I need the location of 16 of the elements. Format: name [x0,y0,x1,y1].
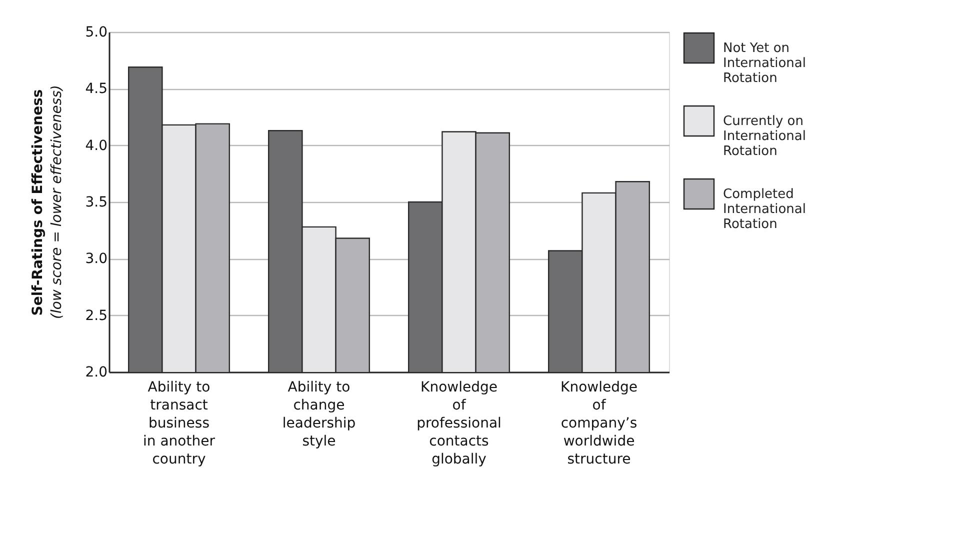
x-tick-label: Ability to transact business in another country [143,380,216,468]
x-tick-label: Ability to change leadership style [282,380,356,450]
y-tick-label: 2.5 [85,308,108,324]
x-tick-label: Knowledge of professional contacts globally [416,380,502,468]
y-tick-label: 3.5 [85,194,108,210]
y-axis-title: Self-Ratings of Effectiveness [30,89,46,316]
y-tick-label: 4.0 [85,138,108,154]
y-tick-label: 3.0 [85,251,108,268]
legend-label: Completed International Rotation [723,187,806,232]
y-tick-label: 2.0 [85,364,108,380]
y-tick-label: 4.5 [85,81,108,98]
x-tick-label: Knowledge of company’s worldwide structure [560,380,638,468]
legend-label: Currently on International Rotation [723,114,806,159]
text: (low score = lower effectiveness) [49,85,65,319]
y-tick-label: 5.0 [85,24,108,40]
legend-label: Not Yet on International Rotation [723,41,806,86]
